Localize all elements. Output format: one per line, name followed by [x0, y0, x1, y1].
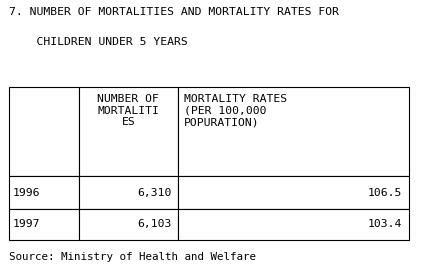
Text: Source: Ministry of Health and Welfare: Source: Ministry of Health and Welfare [9, 252, 256, 262]
Text: CHILDREN UNDER 5 YEARS: CHILDREN UNDER 5 YEARS [9, 37, 187, 47]
Text: MORTALITY RATES
(PER 100,000
POPURATION): MORTALITY RATES (PER 100,000 POPURATION) [184, 94, 287, 127]
Text: 106.5: 106.5 [368, 188, 402, 198]
Bar [178, 176, 409, 209]
Bar [79, 176, 178, 209]
Text: 1997: 1997 [13, 219, 40, 229]
Bar [79, 209, 178, 240]
Bar [9, 87, 79, 176]
Text: 6,310: 6,310 [137, 188, 171, 198]
Text: 6,103: 6,103 [137, 219, 171, 229]
Bar [178, 87, 409, 176]
Text: NUMBER OF
MORTALITI
ES: NUMBER OF MORTALITI ES [98, 94, 159, 127]
Bar [79, 87, 178, 176]
Bar [9, 209, 79, 240]
Text: 103.4: 103.4 [368, 219, 402, 229]
Text: 1996: 1996 [13, 188, 40, 198]
Bar [9, 176, 79, 209]
Text: 7. NUMBER OF MORTALITIES AND MORTALITY RATES FOR: 7. NUMBER OF MORTALITIES AND MORTALITY R… [9, 7, 339, 17]
Bar [178, 209, 409, 240]
